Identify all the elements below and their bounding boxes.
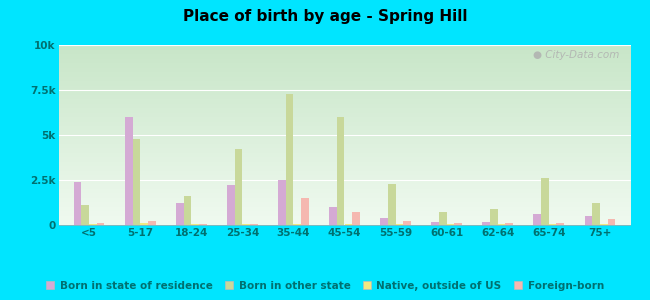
Bar [592, 203, 600, 225]
Bar [133, 139, 140, 225]
Bar [454, 223, 462, 225]
Bar [608, 219, 615, 225]
Bar [447, 224, 454, 225]
Bar [125, 117, 133, 225]
Bar [191, 224, 199, 225]
Bar [482, 222, 490, 225]
Text: Place of birth by age - Spring Hill: Place of birth by age - Spring Hill [183, 9, 467, 24]
Bar [498, 224, 505, 225]
Bar [176, 203, 183, 225]
Bar [74, 182, 81, 225]
Bar [278, 180, 286, 225]
Bar [89, 224, 97, 225]
Bar [549, 224, 556, 225]
Bar [584, 216, 592, 225]
Bar [506, 223, 513, 225]
Bar [439, 212, 447, 225]
Bar [352, 212, 360, 225]
Bar [250, 224, 257, 225]
Bar [235, 149, 242, 225]
Legend: Born in state of residence, Born in other state, Native, outside of US, Foreign-: Born in state of residence, Born in othe… [42, 277, 608, 295]
Bar [227, 185, 235, 225]
Bar [403, 221, 411, 225]
Text: ● City-Data.com: ● City-Data.com [533, 50, 619, 60]
Bar [344, 224, 352, 225]
Bar [534, 214, 541, 225]
Bar [81, 205, 89, 225]
Bar [541, 178, 549, 225]
Bar [600, 224, 608, 225]
Bar [183, 196, 191, 225]
Bar [396, 224, 403, 225]
Bar [337, 117, 344, 225]
Bar [199, 224, 207, 225]
Bar [148, 220, 155, 225]
Bar [301, 198, 309, 225]
Bar [286, 94, 293, 225]
Bar [388, 184, 396, 225]
Bar [380, 218, 388, 225]
Bar [97, 223, 105, 225]
Bar [432, 222, 439, 225]
Bar [293, 224, 301, 225]
Bar [329, 207, 337, 225]
Bar [140, 223, 148, 225]
Bar [242, 224, 250, 225]
Bar [490, 209, 498, 225]
Bar [556, 223, 564, 225]
